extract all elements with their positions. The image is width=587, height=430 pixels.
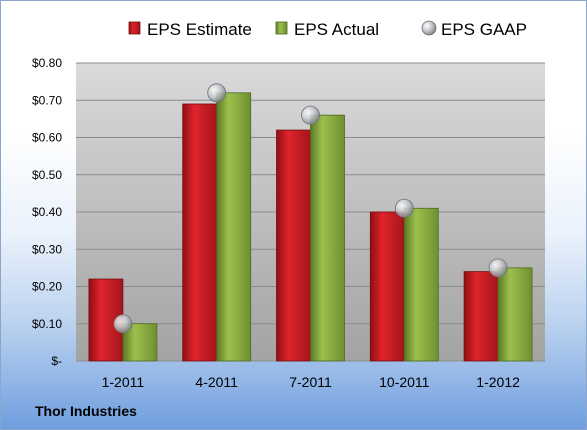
eps-estimate-bar <box>182 103 218 362</box>
legend: EPS Estimate EPS Actual EPS GAAP <box>128 20 527 39</box>
eps-gaap-marker <box>394 198 414 218</box>
eps-actual-bar <box>497 267 533 362</box>
y-tick-label: $0.60 <box>32 131 62 145</box>
y-tick-label: $0.30 <box>32 242 62 256</box>
eps-estimate-bar <box>369 211 405 362</box>
legend-estimate-swatch <box>128 21 141 35</box>
legend-gaap-label: EPS GAAP <box>441 20 527 39</box>
x-tick-label: 1-2012 <box>476 374 520 390</box>
y-tick-label: $0.10 <box>32 317 62 331</box>
x-tick-label: 1-2011 <box>102 374 145 390</box>
eps-gaap-marker <box>207 83 227 103</box>
eps-gaap-marker <box>113 314 133 334</box>
y-tick-label: $0.70 <box>32 93 62 107</box>
x-tick-label: 10-2011 <box>379 374 430 390</box>
y-tick-label: $0.50 <box>32 168 62 182</box>
legend-actual-label: EPS Actual <box>294 20 379 39</box>
company-name: Thor Industries <box>35 403 137 419</box>
bars <box>88 92 533 362</box>
y-tick-label: $0.40 <box>32 205 62 219</box>
legend-gaap-swatch <box>421 20 437 36</box>
x-tick-label: 4-2011 <box>195 374 238 390</box>
eps-estimate-bar <box>276 129 311 362</box>
y-axis-ticks: $- $0.10 $0.20 $0.30 $0.40 $0.50 $0.60 $0.70 $0.… <box>32 56 62 368</box>
y-tick-label: $0.20 <box>32 280 62 294</box>
eps-gaap-marker <box>301 105 320 125</box>
legend-estimate-label: EPS Estimate <box>147 20 252 39</box>
gaap-markers <box>113 83 508 334</box>
x-tick-label: 7-2011 <box>289 374 332 390</box>
x-axis-ticks: 1-2011 4-2011 7-2011 10-2011 1-2012 <box>102 374 520 390</box>
legend-actual-swatch <box>275 21 288 35</box>
eps-estimate-bar <box>463 271 499 362</box>
eps-actual-bar <box>216 92 252 362</box>
eps-gaap-marker <box>488 258 508 278</box>
y-tick-label: $- <box>51 354 62 368</box>
eps-actual-bar <box>310 114 345 362</box>
y-tick-label: $0.80 <box>32 56 62 70</box>
eps-actual-bar <box>403 207 439 362</box>
